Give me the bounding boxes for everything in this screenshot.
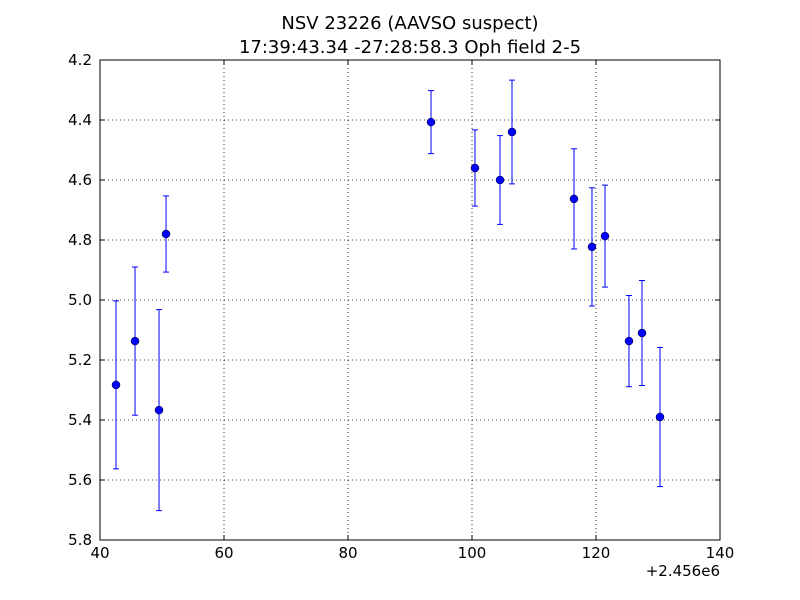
y-tick-label: 5.8 (68, 531, 92, 549)
data-point (111, 380, 121, 390)
data-point (507, 127, 517, 137)
x-tick-label: 100 (458, 544, 487, 562)
x-tick-label: 40 (90, 544, 109, 562)
plot-frame (99, 59, 721, 541)
data-point (600, 231, 610, 241)
data-point (470, 163, 480, 173)
data-point (426, 117, 436, 127)
y-tick-label: 5.6 (68, 471, 92, 489)
data-point (161, 229, 171, 239)
x-tick-label: 60 (214, 544, 233, 562)
data-point (130, 336, 140, 346)
data-point (637, 328, 647, 338)
chart-subtitle: 17:39:43.34 -27:28:58.3 Oph field 2-5 (239, 37, 581, 58)
data-point (569, 194, 579, 204)
x-tick-label: 140 (706, 544, 735, 562)
y-tick-label: 5.0 (68, 291, 92, 309)
x-offset-label: +2.456e6 (646, 562, 720, 580)
data-point (655, 412, 665, 422)
data-point (624, 336, 634, 346)
y-tick-label: 5.4 (68, 411, 92, 429)
data-point (154, 405, 164, 415)
y-tick-label: 4.2 (68, 51, 92, 69)
x-tick-label: 120 (582, 544, 611, 562)
y-tick-label: 4.6 (68, 171, 92, 189)
y-tick-label: 5.2 (68, 351, 92, 369)
data-point (495, 175, 505, 185)
chart-title: NSV 23226 (AAVSO suspect) (281, 13, 538, 34)
y-tick-label: 4.8 (68, 231, 92, 249)
y-tick-label: 4.4 (68, 111, 92, 129)
data-point (587, 242, 597, 252)
x-tick-label: 80 (338, 544, 357, 562)
